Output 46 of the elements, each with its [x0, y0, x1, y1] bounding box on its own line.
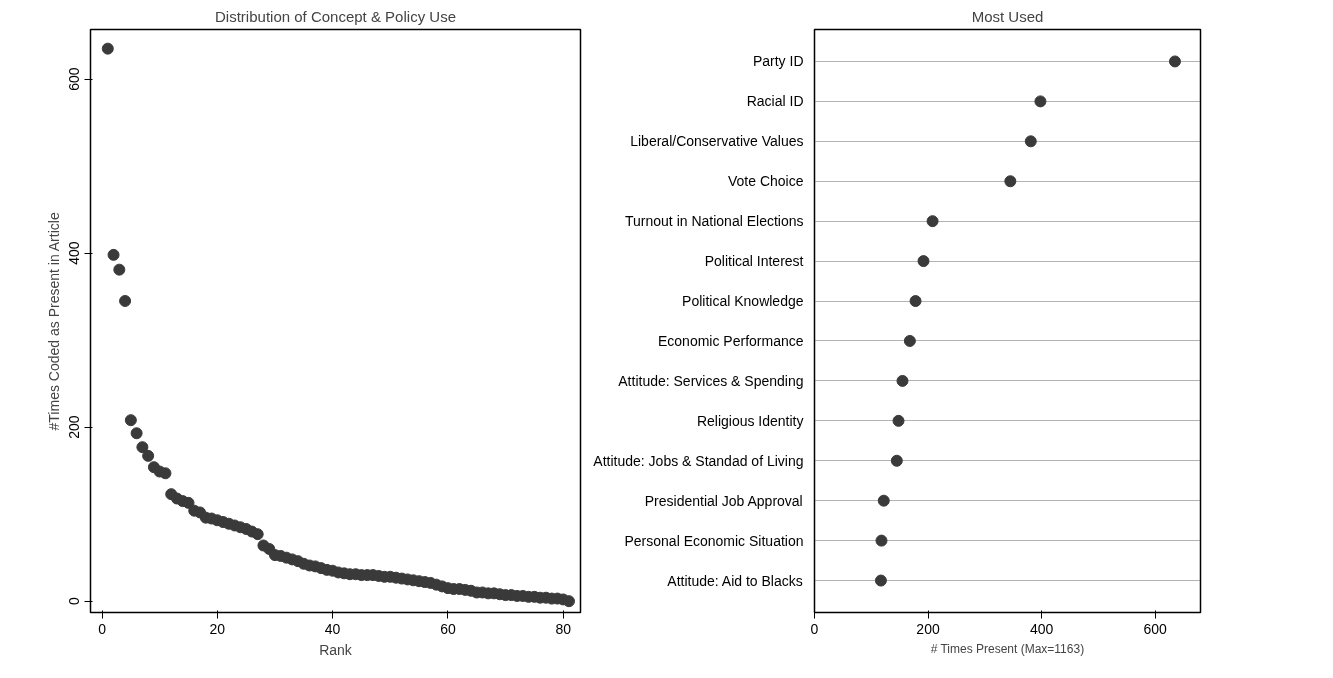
point [892, 414, 905, 427]
chart-title: Distribution of Concept & Policy Use [215, 7, 456, 25]
y-tick-label: 400 [66, 241, 83, 265]
point [1024, 135, 1037, 148]
x-axis-title: Rank [319, 641, 353, 658]
point [903, 334, 916, 347]
y-tick-label: 600 [66, 67, 83, 91]
x-tick-label: 80 [555, 620, 572, 637]
point [890, 454, 903, 467]
x-tick-label: 40 [324, 620, 341, 637]
y-tick-label: Personal Economic Situation [624, 532, 804, 549]
y-tick-label: Political Knowledge [682, 293, 804, 310]
chart-title: Most Used [971, 7, 1044, 25]
x-tick-label: 200 [916, 620, 940, 637]
y-tick-label: 200 [66, 415, 83, 439]
point [874, 574, 887, 587]
x-tick-label: 0 [98, 620, 107, 637]
y-tick-label: Party ID [752, 53, 804, 70]
y-tick-label: Presidential Job Approval [644, 492, 803, 509]
point [875, 534, 888, 547]
y-tick-label: Turnout in National Elections [625, 213, 804, 230]
x-tick-label: 20 [209, 620, 226, 637]
y-tick-label: Racial ID [746, 93, 804, 110]
point [1168, 55, 1181, 68]
y-tick-label: Attitude: Jobs & Standad of Living [593, 452, 804, 469]
y-tick-label: Economic Performance [658, 332, 804, 349]
x-tick-label: 600 [1143, 620, 1167, 637]
y-tick-label: Political Interest [704, 253, 804, 270]
x-tick-label: 400 [1029, 620, 1054, 637]
y-axis-title: #Times Coded as Present in Article [45, 212, 62, 431]
point [877, 494, 890, 507]
point [909, 295, 922, 308]
point [926, 215, 939, 228]
y-tick-label: Religious Identity [696, 412, 804, 429]
y-tick-label: Attitude: Aid to Blacks [667, 572, 803, 589]
y-tick-label: 0 [66, 597, 83, 606]
point [1004, 175, 1017, 188]
x-axis-title: # Times Present (Max=1163) [930, 641, 1085, 656]
y-tick-label: Attitude: Services & Spending [618, 372, 804, 389]
point [917, 255, 930, 268]
x-tick-label: 60 [440, 620, 456, 637]
point [1034, 95, 1047, 108]
y-tick-label: Vote Choice [728, 173, 804, 190]
point [896, 374, 909, 387]
y-tick-label: Liberal/Conservative Values [630, 133, 804, 150]
x-tick-label: 0 [810, 620, 819, 637]
